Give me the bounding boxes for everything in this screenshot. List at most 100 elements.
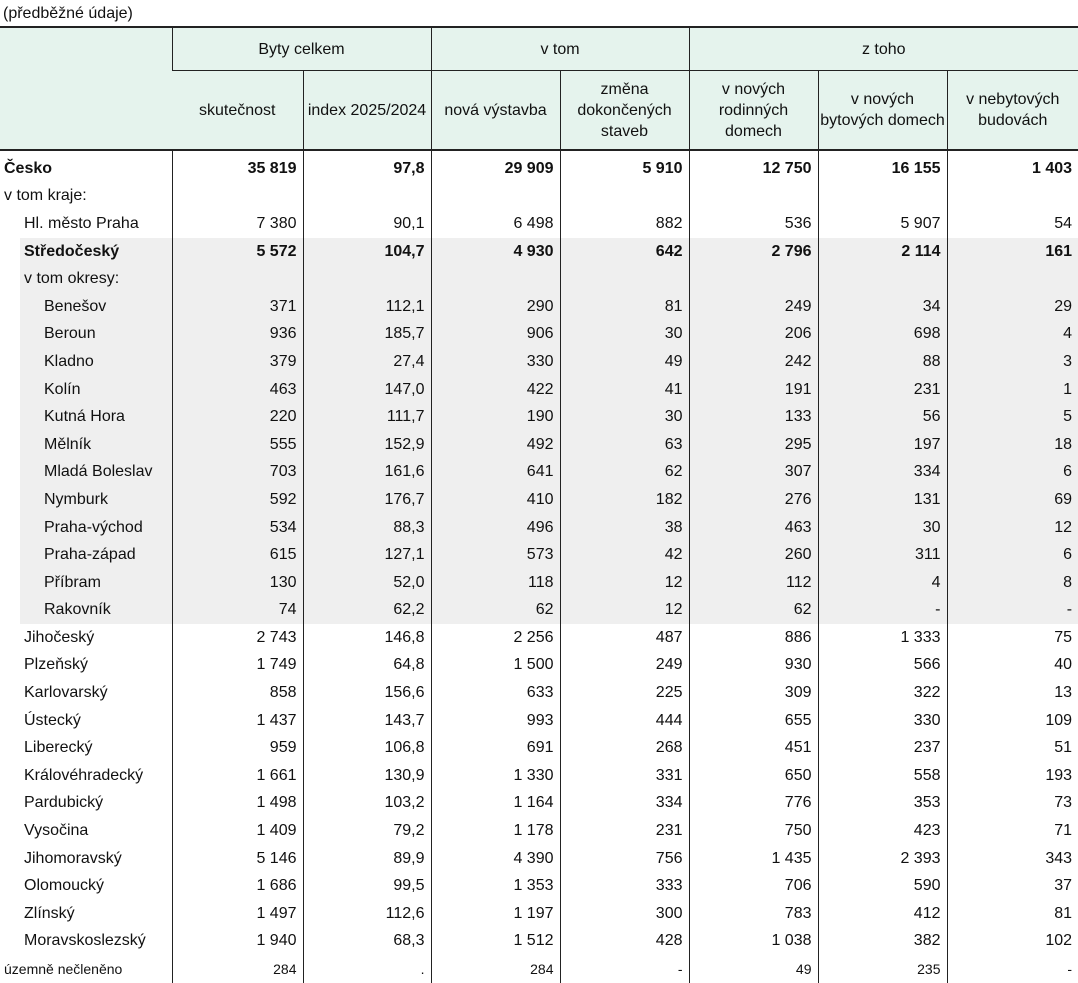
cell-value: 146,8 bbox=[302, 624, 431, 652]
header-corner bbox=[0, 26, 172, 151]
cell-value: 68,3 bbox=[302, 927, 431, 956]
cell-value: 197 bbox=[817, 430, 947, 459]
cell-value: 88,3 bbox=[302, 513, 431, 542]
cell-value: 99,5 bbox=[302, 872, 431, 901]
cell-value: 590 bbox=[817, 872, 947, 901]
row-label: Kutná Hora bbox=[0, 403, 172, 431]
row-label: Liberecký bbox=[24, 739, 93, 757]
cell-value: 37 bbox=[946, 872, 1078, 901]
cell-value: 49 bbox=[688, 955, 818, 983]
cell-value: 1 178 bbox=[430, 817, 560, 845]
cell-value: 133 bbox=[688, 403, 818, 431]
table-row: Moravskoslezský 1 940 68,3 1 512 428 1 038 382… bbox=[0, 927, 1078, 956]
cell-value: 650 bbox=[688, 762, 818, 790]
cell-value: 592 bbox=[171, 486, 303, 514]
cell-value: 103,2 bbox=[302, 789, 431, 818]
cell-value: 1 500 bbox=[430, 651, 560, 680]
cell-value: 3 bbox=[946, 348, 1078, 376]
cell-value: 34 bbox=[817, 292, 947, 321]
table-row: Beroun 936 185,7 906 30 206 698 4 bbox=[0, 320, 1078, 349]
cell-value bbox=[302, 182, 431, 211]
row-label: Moravskoslezský bbox=[24, 932, 146, 950]
table-row: Královéhradecký 1 661 130,9 1 330 331 650 558 1… bbox=[0, 762, 1078, 790]
cell-value bbox=[817, 265, 947, 293]
cell-value: 79,2 bbox=[302, 817, 431, 845]
cell-value: 6 498 bbox=[430, 210, 560, 238]
cell-value: 343 bbox=[946, 844, 1078, 873]
cell-value: 1 435 bbox=[688, 844, 818, 873]
cell-value: 49 bbox=[559, 348, 689, 376]
table-row: Hl. město Praha 7 380 90,1 6 498 882 536 5 907… bbox=[0, 210, 1078, 238]
cell-value: 311 bbox=[817, 541, 947, 569]
table-row: Kladno 379 27,4 330 49 242 88 3 bbox=[0, 348, 1078, 376]
cell-value: 1 409 bbox=[171, 817, 303, 845]
table-row: Liberecký 959 106,8 691 268 451 237 51 bbox=[0, 734, 1078, 763]
cell-value: 191 bbox=[688, 375, 818, 404]
cell-value: 284 bbox=[171, 955, 303, 983]
cell-value: 555 bbox=[171, 430, 303, 459]
cell-value: 382 bbox=[817, 927, 947, 956]
cell-value: 118 bbox=[430, 568, 560, 597]
cell-value: - bbox=[817, 596, 947, 625]
cell-value: 422 bbox=[430, 375, 560, 404]
cell-value: 290 bbox=[430, 292, 560, 321]
cell-value bbox=[946, 182, 1078, 211]
table-row: Benešov 371 112,1 290 81 249 34 29 bbox=[0, 292, 1078, 321]
cell-value: 131 bbox=[817, 486, 947, 514]
cell-value: 62 bbox=[430, 596, 560, 625]
cell-value: 333 bbox=[559, 872, 689, 901]
cell-value: 42 bbox=[559, 541, 689, 569]
cell-value: 35 819 bbox=[171, 150, 303, 183]
cell-value: 249 bbox=[688, 292, 818, 321]
cell-value: 237 bbox=[817, 734, 947, 763]
cell-value bbox=[559, 265, 689, 293]
cell-value: 88 bbox=[817, 348, 947, 376]
header-nova-vystavba: nová výstavba bbox=[430, 70, 560, 151]
cell-value: 40 bbox=[946, 651, 1078, 680]
row-label: v tom okresy: bbox=[0, 265, 172, 293]
cell-value: 64,8 bbox=[302, 651, 431, 680]
header-skutecnost: skutečnost bbox=[172, 70, 303, 151]
row-label: Praha-východ bbox=[0, 513, 172, 542]
cell-value: 2 796 bbox=[688, 237, 818, 266]
cell-value: 423 bbox=[817, 817, 947, 845]
cell-value: 783 bbox=[688, 900, 818, 928]
cell-value: 30 bbox=[817, 513, 947, 542]
cell-value: 1 512 bbox=[430, 927, 560, 956]
row-label: Vysočina bbox=[24, 822, 89, 840]
cell-value: 331 bbox=[559, 762, 689, 790]
row-label: Plzeňský bbox=[24, 656, 89, 674]
cell-value: 1 686 bbox=[171, 872, 303, 901]
table-row: Rakovník 74 62,2 62 12 62- - bbox=[0, 596, 1078, 625]
cell-value: 235 bbox=[817, 955, 947, 983]
cell-value: 54 bbox=[946, 210, 1078, 238]
cell-value bbox=[817, 182, 947, 211]
cell-value: 260 bbox=[688, 541, 818, 569]
cell-value bbox=[946, 265, 1078, 293]
cell-value: 886 bbox=[688, 624, 818, 652]
cell-value: 558 bbox=[817, 762, 947, 790]
cell-value: 309 bbox=[688, 679, 818, 707]
row-label: Zlínský bbox=[24, 904, 75, 922]
table-row: v tom okresy: bbox=[0, 265, 1078, 293]
cell-value: 231 bbox=[817, 375, 947, 404]
cell-value: 330 bbox=[430, 348, 560, 376]
cell-value bbox=[688, 265, 818, 293]
cell-value: 930 bbox=[688, 651, 818, 680]
row-label: Mladá Boleslav bbox=[0, 458, 172, 487]
cell-value: 102 bbox=[946, 927, 1078, 956]
cell-value: 130,9 bbox=[302, 762, 431, 790]
table-row: Praha-západ 615 127,1 573 42 260 311 6 bbox=[0, 541, 1078, 569]
cell-value: 1 330 bbox=[430, 762, 560, 790]
table-row: v tom kraje: bbox=[0, 182, 1078, 211]
cell-value: 451 bbox=[688, 734, 818, 763]
cell-value: 143,7 bbox=[302, 706, 431, 735]
cell-value: 12 750 bbox=[688, 150, 818, 183]
cell-value: 534 bbox=[171, 513, 303, 542]
cell-value: 2 114 bbox=[817, 237, 947, 266]
cell-value: 307 bbox=[688, 458, 818, 487]
cell-value: 8 bbox=[946, 568, 1078, 597]
cell-value: 73 bbox=[946, 789, 1078, 818]
cell-value: 1 197 bbox=[430, 900, 560, 928]
header-index: index 2025/2024 bbox=[302, 70, 431, 151]
